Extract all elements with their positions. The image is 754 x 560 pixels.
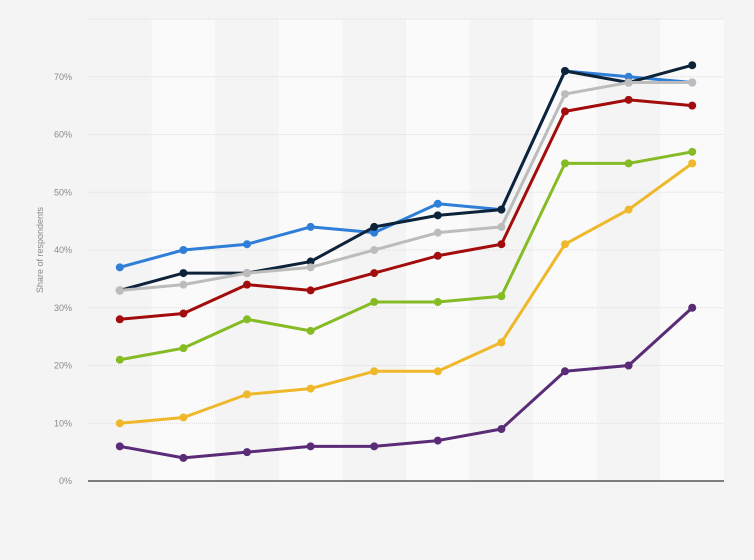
data-point — [243, 315, 251, 324]
data-point — [179, 344, 188, 353]
data-point — [688, 159, 697, 168]
data-point — [433, 228, 442, 237]
data-point — [115, 263, 124, 272]
series-line — [119, 63, 693, 292]
data-point — [370, 222, 379, 231]
data-point — [179, 269, 188, 278]
data-point — [624, 361, 633, 370]
data-point — [688, 61, 697, 70]
y-tick-label: 50% — [54, 187, 72, 197]
series-6 — [115, 303, 697, 462]
data-point — [370, 442, 379, 451]
data-point — [115, 315, 124, 324]
series-line — [119, 69, 693, 269]
data-point — [497, 338, 506, 347]
data-point — [688, 78, 697, 87]
data-point — [243, 390, 251, 399]
data-point — [624, 205, 633, 214]
data-point — [306, 442, 315, 451]
data-point — [624, 95, 633, 104]
data-point — [306, 222, 315, 231]
series-line — [119, 306, 694, 460]
data-point — [497, 222, 506, 231]
data-point — [115, 286, 124, 295]
series-line — [119, 98, 693, 321]
data-point — [179, 309, 188, 318]
data-point — [306, 257, 315, 266]
data-point — [115, 355, 124, 364]
data-point — [243, 448, 251, 457]
data-point — [370, 228, 379, 237]
y-axis-label: Share of respondents — [35, 206, 45, 293]
series-line — [119, 81, 693, 292]
data-point — [306, 384, 315, 393]
data-point — [370, 269, 379, 278]
data-point — [561, 90, 569, 99]
data-point — [370, 297, 379, 306]
data-point — [561, 66, 569, 75]
data-point — [624, 78, 633, 87]
data-point — [306, 286, 315, 295]
data-point — [115, 442, 124, 451]
series-5 — [115, 159, 697, 428]
data-point — [115, 419, 124, 428]
data-point — [624, 72, 633, 81]
series-2 — [115, 78, 697, 295]
data-point — [561, 107, 569, 116]
data-point — [433, 199, 442, 208]
data-point — [179, 246, 188, 254]
data-point — [433, 211, 442, 220]
y-tick-label: 20% — [54, 361, 72, 371]
data-point — [624, 159, 633, 168]
y-tick-label: 0% — [59, 476, 72, 486]
data-point — [497, 292, 506, 301]
series-line — [119, 150, 693, 362]
data-point — [306, 326, 315, 335]
data-point — [179, 453, 188, 462]
data-point — [497, 425, 506, 434]
data-point — [433, 251, 442, 260]
data-point — [433, 297, 442, 306]
y-tick-label: 10% — [54, 418, 72, 428]
data-point — [306, 263, 315, 272]
series-4 — [115, 147, 697, 364]
series-line — [119, 162, 694, 425]
data-point — [561, 159, 569, 168]
series-3 — [115, 95, 697, 324]
data-point — [688, 303, 697, 312]
data-point — [433, 367, 442, 376]
data-point — [243, 240, 251, 249]
data-point — [243, 280, 251, 289]
data-point — [688, 101, 697, 110]
data-point — [370, 246, 379, 254]
data-point — [179, 280, 188, 289]
data-point — [243, 269, 251, 278]
data-point — [561, 240, 569, 249]
data-point — [497, 240, 506, 249]
y-tick-label: 40% — [54, 245, 72, 255]
y-tick-label: 70% — [54, 72, 72, 82]
y-tick-label: 60% — [54, 130, 72, 140]
data-point — [688, 147, 697, 156]
data-point — [179, 413, 188, 422]
data-point — [370, 367, 379, 376]
data-point — [433, 436, 442, 445]
data-point — [561, 367, 569, 376]
y-tick-label: 30% — [54, 303, 72, 313]
data-point — [497, 205, 506, 214]
